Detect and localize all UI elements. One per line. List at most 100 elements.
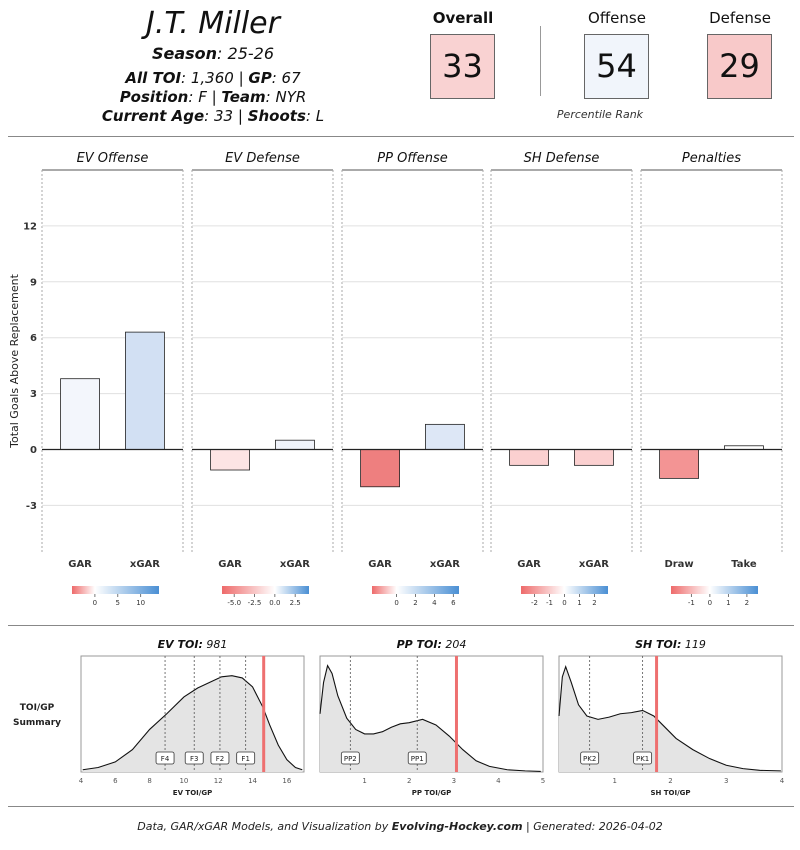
color-scale-tick-label: 0 — [394, 599, 398, 607]
color-scale-bar — [372, 586, 459, 594]
color-scale-tick-label: 0 — [708, 599, 712, 607]
x-tick-label: 1 — [613, 777, 617, 785]
bar-gar — [60, 378, 100, 450]
density-area — [320, 665, 541, 772]
toi-side-label: Summary — [13, 718, 61, 728]
ref-label: F1 — [241, 755, 249, 763]
shoots-label: Shoots — [247, 107, 306, 125]
x-tick-label: GAR — [68, 559, 92, 570]
ref-label-box — [184, 751, 204, 765]
color-scale-bar — [521, 586, 608, 594]
color-scale-tick-label: 0 — [93, 599, 97, 607]
season-value: 25-26 — [227, 44, 275, 63]
defense-label: Defense — [709, 9, 771, 27]
bar-gar — [509, 449, 549, 466]
color-scale-tick-label: 2 — [592, 599, 596, 607]
x-tick-label: 1 — [362, 777, 366, 785]
x-tick-label: 16 — [282, 777, 291, 785]
ref-label: PK2 — [583, 755, 596, 763]
x-tick-label: 6 — [113, 777, 118, 785]
x-tick-label: 3 — [724, 777, 728, 785]
bar-draw — [659, 449, 699, 479]
gp-label: GP — [248, 69, 272, 87]
bar-xgar — [125, 331, 165, 450]
position-line: Position: F | Team: NYR — [119, 88, 307, 106]
age-value: 33 — [214, 107, 234, 125]
x-tick-label: GAR — [368, 559, 392, 570]
offense-label: Offense — [588, 9, 646, 27]
defense-score-box: 29 — [707, 34, 772, 99]
ref-label-box — [580, 751, 600, 765]
percentile-caption: Percentile Rank — [556, 108, 644, 121]
toi-title-value: 204 — [442, 638, 467, 651]
toi-value: 1,360 — [190, 69, 234, 87]
age-line: Current Age: 33 | Shoots: L — [101, 107, 325, 125]
offense-score-box: 54 — [584, 34, 649, 99]
color-scale-tick-label: 6 — [451, 599, 456, 607]
color-scale-tick-label: -5.0 — [227, 599, 241, 607]
color-scale-tick-label: 1 — [577, 599, 581, 607]
ref-label-box — [633, 751, 653, 765]
x-tick-label: 5 — [541, 777, 545, 785]
color-scale-tick-label: 5 — [116, 599, 120, 607]
color-scale-tick-label: 10 — [136, 599, 145, 607]
x-tick-label: 2 — [407, 777, 411, 785]
toi-title-label: PP TOI: — [397, 638, 442, 651]
bottom-rule — [8, 806, 794, 807]
toi-title-label: EV TOI: — [158, 638, 203, 651]
color-scale-bar — [671, 586, 758, 594]
x-axis-label: EV TOI/GP — [173, 789, 212, 797]
overall-score-box: 33 — [430, 34, 495, 99]
panel-title: PP Offense — [377, 151, 447, 166]
x-tick-label: 4 — [496, 777, 501, 785]
middle-rule — [8, 625, 794, 626]
ref-label-box — [407, 751, 427, 765]
toi-line: All TOI: 1,360 | GP: 67 — [125, 69, 301, 87]
footer-suffix: | Generated: 2026-04-02 — [526, 820, 663, 833]
y-tick-label: 6 — [30, 333, 37, 344]
x-axis-label: PP TOI/GP — [412, 789, 451, 797]
ref-label-box — [155, 751, 175, 765]
y-tick-label: 3 — [30, 389, 37, 400]
color-scale-tick-label: -1 — [688, 599, 695, 607]
bar-xgar — [425, 423, 465, 450]
ref-label-box — [236, 751, 256, 765]
color-scale-tick-label: -2.5 — [248, 599, 262, 607]
ref-label: F2 — [216, 755, 224, 763]
player-name: J.T. Miller — [146, 6, 280, 41]
toi-title-label: SH TOI: — [635, 638, 681, 651]
bar-xgar — [574, 449, 614, 466]
y-tick-label: 12 — [23, 221, 37, 232]
color-scale-tick-label: 4 — [432, 599, 437, 607]
footer-credit: Data, GAR/xGAR Models, and Visualization… — [0, 820, 800, 833]
color-scale-tick-label: 2.5 — [290, 599, 301, 607]
x-tick-label: 2 — [668, 777, 672, 785]
ref-label-box — [210, 751, 230, 765]
toi-panel-title: EV TOI: 981 — [158, 638, 228, 651]
y-tick-label: 9 — [30, 277, 37, 288]
toi-side-label: TOI/GP — [20, 703, 55, 713]
x-tick-label: xGAR — [430, 559, 460, 570]
toi-panel-title: PP TOI: 204 — [397, 638, 467, 651]
color-scale-tick-label: -1 — [546, 599, 553, 607]
x-tick-label: GAR — [218, 559, 242, 570]
color-scale-tick-label: 0.0 — [269, 599, 280, 607]
x-tick-label: xGAR — [579, 559, 609, 570]
toi-title-value: 119 — [681, 638, 706, 651]
x-tick-label: Take — [731, 559, 757, 570]
density-line — [319, 664, 541, 772]
x-tick-label: 3 — [452, 777, 456, 785]
color-scale-tick-label: 2 — [413, 599, 417, 607]
density-area — [559, 666, 781, 772]
gp-value: 67 — [281, 69, 301, 87]
ref-label: PK1 — [636, 755, 649, 763]
bar-gar — [360, 449, 400, 488]
team-value: NYR — [275, 88, 307, 106]
ref-label: PP2 — [344, 755, 357, 763]
ref-label: PP1 — [411, 755, 424, 763]
shoots-value: L — [315, 107, 325, 125]
overall-label: Overall — [432, 9, 494, 27]
ref-label: F3 — [190, 755, 198, 763]
season-line: Season: 25-26 — [151, 44, 275, 63]
top-rule — [8, 136, 794, 137]
